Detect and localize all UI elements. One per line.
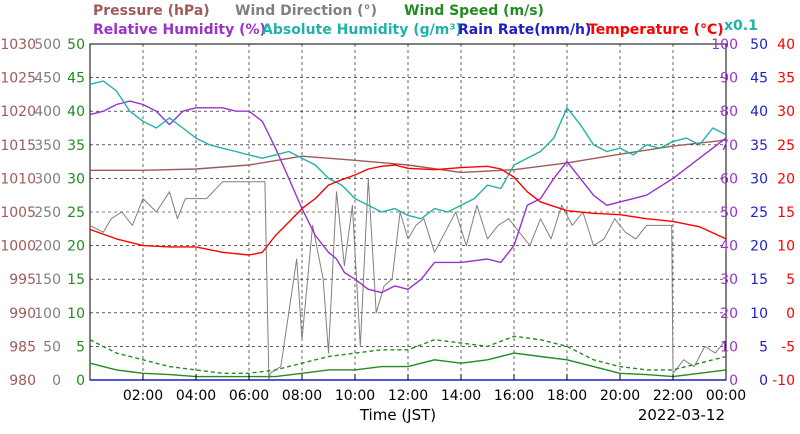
series-line-4 [89, 100, 727, 294]
y-tick-label: 1015 [0, 138, 36, 154]
y-tick-label: 45 [67, 71, 85, 87]
y-tick-label: 5 [759, 339, 768, 355]
legend-temperature: Temperature (°C) [588, 22, 724, 38]
y-tick-label: 100 [34, 306, 61, 322]
y-tick-label: 25 [777, 138, 795, 154]
y-tick-label: 45 [750, 71, 768, 87]
y-tick-label: 10 [777, 239, 795, 255]
y-tick-label: 1020 [0, 104, 36, 120]
y-tick-label: 40 [67, 104, 85, 120]
y-tick-label: 300 [34, 171, 61, 187]
y-tick-label: 30 [67, 171, 85, 187]
tick-layer: 9809859909951000100510101015102010251030… [0, 37, 795, 404]
y-tick-label: 40 [720, 239, 738, 255]
y-tick-label: 25 [67, 205, 85, 221]
legend-rain-rate: Rain Rate(mm/h) [458, 22, 591, 38]
y-tick-label: 995 [9, 272, 36, 288]
x-tick-label: 20:00 [600, 388, 640, 404]
y-tick-label: 35 [67, 138, 85, 154]
x-tick-label: 14:00 [441, 388, 481, 404]
legend-relative-humidity: Relative Humidity (%) [93, 22, 266, 38]
y-tick-label: 30 [750, 171, 768, 187]
y-tick-label: -5 [781, 339, 795, 355]
x-tick-label: 16:00 [494, 388, 534, 404]
x-tick-label: 02:00 [123, 388, 163, 404]
y-tick-label: 0 [786, 306, 795, 322]
y-tick-label: 980 [9, 373, 36, 389]
y-tick-label: 500 [34, 37, 61, 53]
grid [90, 44, 726, 380]
y-tick-label: 0 [759, 373, 768, 389]
y-tick-label: 35 [777, 71, 795, 87]
x-axis-title: Time (JST) [359, 406, 436, 424]
y-tick-label: 0 [76, 373, 85, 389]
y-tick-label: 60 [720, 171, 738, 187]
y-tick-label: 5 [76, 339, 85, 355]
y-tick-label: 0 [729, 373, 738, 389]
y-tick-label: 1000 [0, 239, 36, 255]
legend-wind-speed: Wind Speed (m/s) [404, 3, 544, 19]
y-tick-label: 985 [9, 339, 36, 355]
y-tick-label: 40 [777, 37, 795, 53]
y-tick-label: 15 [67, 272, 85, 288]
y-tick-label: 200 [34, 239, 61, 255]
x-tick-label: 08:00 [282, 388, 322, 404]
x-tick-label: 10:00 [335, 388, 375, 404]
y-tick-label: 80 [720, 104, 738, 120]
y-tick-label: 50 [750, 37, 768, 53]
x-tick-label: 12:00 [388, 388, 428, 404]
legend-absolute-humidity: Absolute Humidity (g/m³) [262, 22, 462, 38]
series-line-6 [89, 164, 727, 256]
series-line-5 [89, 80, 727, 220]
y-tick-label: 1025 [0, 71, 36, 87]
y-tick-label: 20 [750, 239, 768, 255]
y-tick-label: 20 [67, 239, 85, 255]
x-tick-label: 06:00 [229, 388, 269, 404]
legend-wind-direction: Wind Direction (°) [235, 3, 377, 19]
y-tick-label: 30 [720, 272, 738, 288]
y-tick-label: 50 [43, 339, 61, 355]
x-tick-label: 00:00 [706, 388, 746, 404]
y-tick-label: 20 [777, 171, 795, 187]
y-tick-label: 250 [34, 205, 61, 221]
x-tick-label: 18:00 [547, 388, 587, 404]
y-tick-label: 1030 [0, 37, 36, 53]
series-line-3 [89, 335, 727, 374]
y-tick-label: 150 [34, 272, 61, 288]
y-tick-label: 15 [777, 205, 795, 221]
y-tick-label: 10 [67, 306, 85, 322]
y-tick-label: 40 [750, 104, 768, 120]
y-tick-label: 35 [750, 138, 768, 154]
y-tick-label: 0 [52, 373, 61, 389]
y-tick-label: 100 [711, 37, 738, 53]
scale-note: x0.1 [724, 18, 758, 34]
y-tick-label: 50 [720, 205, 738, 221]
date-label: 2022-03-12 [638, 406, 725, 424]
y-tick-label: 70 [720, 138, 738, 154]
y-tick-label: 10 [720, 339, 738, 355]
y-tick-label: 990 [9, 306, 36, 322]
y-tick-label: 5 [786, 272, 795, 288]
y-tick-label: 50 [67, 37, 85, 53]
x-tick-label: 22:00 [653, 388, 693, 404]
y-tick-label: 25 [750, 205, 768, 221]
y-tick-label: 400 [34, 104, 61, 120]
x-tick-label: 04:00 [176, 388, 216, 404]
y-tick-label: 10 [750, 306, 768, 322]
series-line-0 [90, 139, 727, 174]
y-tick-label: 350 [34, 138, 61, 154]
y-tick-label: 450 [34, 71, 61, 87]
y-tick-label: -10 [772, 373, 795, 389]
series-line-1 [89, 177, 727, 381]
y-tick-label: 15 [750, 272, 768, 288]
y-tick-label: 20 [720, 306, 738, 322]
y-tick-label: 30 [777, 104, 795, 120]
y-tick-label: 90 [720, 71, 738, 87]
y-tick-label: 1010 [0, 171, 36, 187]
y-tick-label: 1005 [0, 205, 36, 221]
legend-pressure: Pressure (hPa) [93, 3, 210, 19]
